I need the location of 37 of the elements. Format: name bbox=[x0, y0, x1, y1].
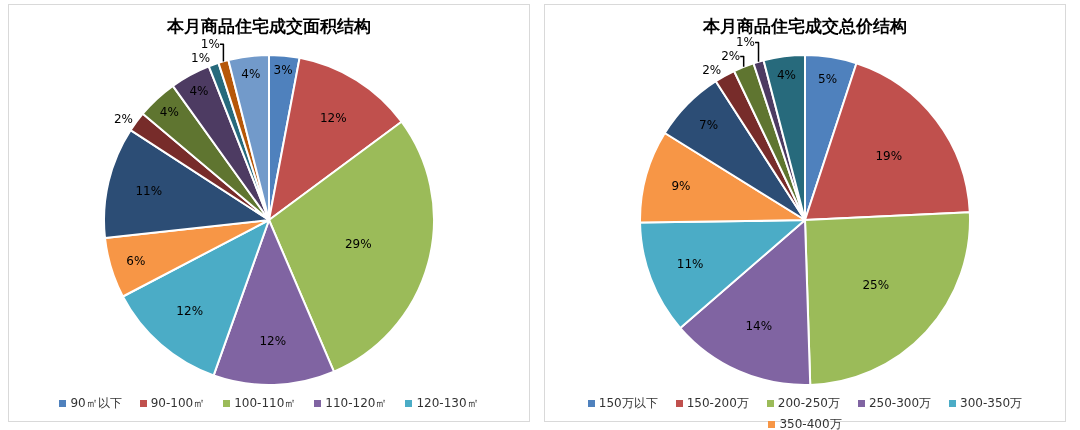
legend-label: 110-120㎡ bbox=[325, 396, 388, 410]
data-label: 2% bbox=[721, 49, 741, 64]
chart-title: 本月商品住宅成交面积结构 bbox=[166, 16, 371, 37]
data-label: 4% bbox=[776, 67, 796, 82]
chart-title: 本月商品住宅成交总价结构 bbox=[702, 16, 907, 37]
data-label: 11% bbox=[135, 184, 163, 199]
data-label: 7% bbox=[699, 118, 719, 133]
data-label: 12% bbox=[176, 304, 204, 319]
data-label: 2% bbox=[702, 63, 722, 78]
data-label: 29% bbox=[344, 237, 372, 252]
data-label: 12% bbox=[259, 333, 287, 348]
legend-label: 150万以下 bbox=[598, 396, 658, 410]
legend-label: 300-350万 bbox=[960, 396, 1023, 410]
data-label: 4% bbox=[159, 105, 179, 120]
data-label: 6% bbox=[126, 253, 146, 268]
data-label: 1% bbox=[735, 35, 756, 50]
data-label: 4% bbox=[241, 67, 261, 82]
data-label: 1% bbox=[191, 51, 211, 66]
data-label: 2% bbox=[113, 112, 133, 127]
legend-label: 90-100㎡ bbox=[150, 396, 206, 410]
legend-label: 90㎡以下 bbox=[70, 396, 122, 410]
data-label: 14% bbox=[745, 318, 773, 333]
data-label: 3% bbox=[273, 62, 293, 77]
data-label: 5% bbox=[817, 72, 838, 87]
legend-label: 100-110㎡ bbox=[234, 396, 297, 410]
data-label: 12% bbox=[319, 110, 347, 125]
legend-label: 350-400万 bbox=[779, 417, 842, 430]
legend-label: 250-300万 bbox=[868, 396, 932, 410]
data-label: 4% bbox=[189, 84, 209, 99]
data-label: 9% bbox=[671, 178, 691, 193]
data-label: 19% bbox=[875, 149, 903, 164]
legend-label: 200-250万 bbox=[777, 396, 840, 410]
legend-label: 150-200万 bbox=[686, 396, 749, 410]
data-label: 1% bbox=[200, 37, 220, 52]
data-label: 11% bbox=[676, 256, 704, 271]
data-label: 25% bbox=[862, 278, 890, 293]
legend-label: 120-130㎡ bbox=[416, 396, 479, 410]
